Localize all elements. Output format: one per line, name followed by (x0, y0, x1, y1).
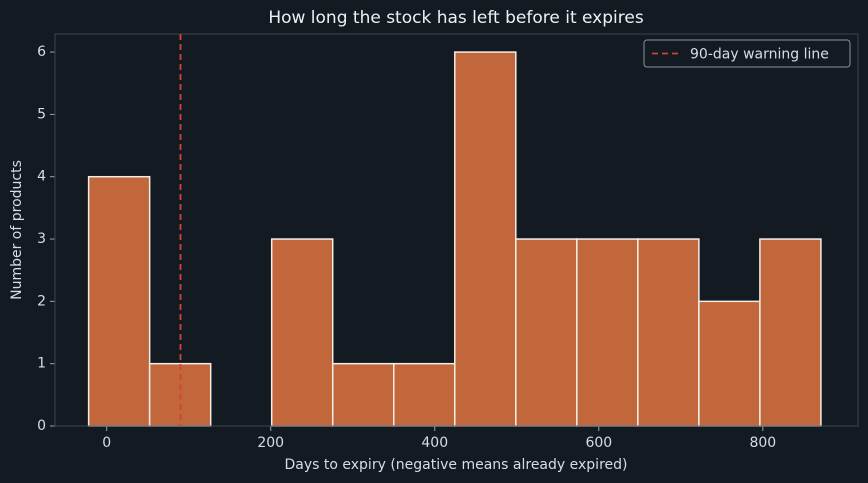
y-tick-label: 1 (37, 356, 46, 372)
bar (331, 362, 395, 427)
bar (515, 238, 578, 427)
bar (454, 51, 517, 427)
x-tick-label: 200 (257, 435, 284, 451)
chart-title: How long the stock has left before it ex… (268, 8, 644, 28)
y-tick-label: 4 (37, 169, 46, 185)
legend-box (643, 39, 851, 68)
y-tick-label: 2 (37, 293, 46, 309)
legend-label: 90-day warning line (690, 47, 829, 63)
bar (698, 300, 761, 427)
bar (270, 238, 334, 427)
bar (637, 238, 700, 427)
bar (576, 238, 639, 427)
x-tick-label: 0 (102, 435, 111, 451)
y-tick-label: 3 (37, 231, 46, 247)
x-tick-label: 800 (749, 435, 776, 451)
y-tick-label: 6 (37, 44, 46, 60)
y-tick-label: 5 (37, 106, 46, 122)
x-tick-label: 400 (421, 435, 448, 451)
bar (759, 238, 822, 427)
y-tick-label: 0 (37, 418, 46, 434)
y-axis-label: Number of products (9, 160, 25, 300)
x-axis-label: Days to expiry (negative means already e… (285, 457, 628, 473)
x-tick-label: 600 (585, 435, 612, 451)
bar (87, 175, 151, 427)
bar (393, 362, 456, 427)
plot-frame (54, 33, 859, 427)
